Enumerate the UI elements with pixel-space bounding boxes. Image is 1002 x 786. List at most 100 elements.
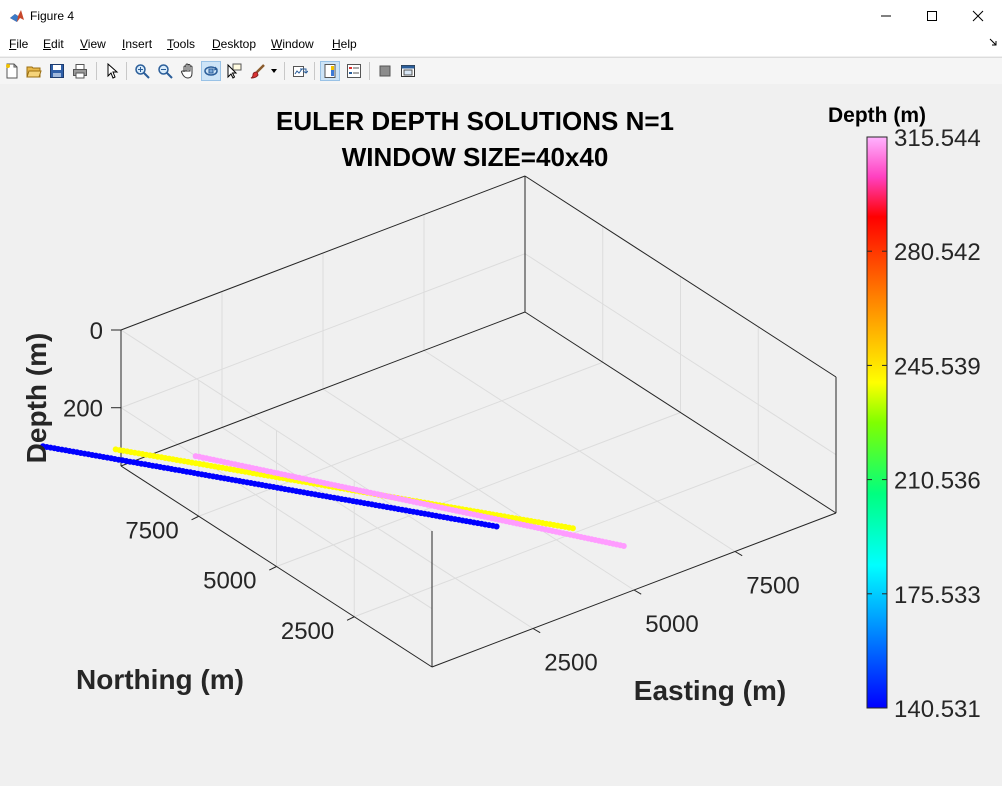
- colorbar-tick-label: 140.531: [894, 696, 981, 723]
- toolbar-separator: [369, 62, 370, 80]
- colorbar[interactable]: [866, 136, 888, 709]
- y-axis-label: Northing (m): [76, 664, 244, 695]
- euler-depth-chart[interactable]: 2500 5000 7500 2500 5000 7500 0 200 EULER DEPTH…: [0, 84, 1002, 786]
- menu-window[interactable]: Window: [271, 37, 314, 51]
- data-cursor-icon: [227, 63, 242, 79]
- back-wall-grid-z: [120, 253, 526, 409]
- tick-mark: [269, 566, 277, 571]
- z-axis-label: Depth (m): [21, 333, 52, 464]
- save-button[interactable]: [47, 61, 67, 81]
- menu-desktop-label: esktop: [220, 37, 257, 51]
- chevron-down-icon: [271, 69, 277, 73]
- data-series: [40, 443, 627, 549]
- depth-point: [569, 525, 576, 532]
- zoom-in-button[interactable]: [132, 61, 152, 81]
- menu-edit[interactable]: Edit: [43, 37, 64, 51]
- figure-toolbar: [0, 57, 1002, 85]
- colorbar-icon: [324, 64, 336, 78]
- x-tick-label: 7500: [746, 573, 799, 600]
- zoom-in-icon: [135, 64, 150, 79]
- colorbar-button[interactable]: [320, 61, 340, 81]
- menu-bar: File Edit View Insert Tools Desktop Wind…: [0, 32, 1002, 56]
- legend-button[interactable]: [344, 61, 364, 81]
- axes-grid: [120, 175, 837, 629]
- z-tick-label: 0: [90, 318, 103, 345]
- menu-tools[interactable]: Tools: [167, 37, 195, 51]
- tick-mark: [532, 628, 541, 634]
- chart-title-line-1: EULER DEPTH SOLUTIONS N=1: [276, 106, 674, 136]
- y-tick-label: 5000: [203, 568, 256, 595]
- menu-file-label: ile: [16, 37, 29, 51]
- axes-box-edge: [524, 175, 837, 378]
- x-axis-label: Easting (m): [634, 675, 786, 706]
- axes-box-edge: [120, 311, 526, 467]
- menu-desktop[interactable]: Desktop: [212, 37, 256, 51]
- y-tick-label: 2500: [281, 618, 334, 645]
- floor-grid-line-y: [354, 462, 759, 618]
- brush-button[interactable]: [248, 61, 268, 81]
- axes-ticks: 2500 5000 7500 2500 5000 7500 0 200: [63, 318, 800, 677]
- menu-help-mnemonic: H: [332, 37, 341, 51]
- depth-series-1: [40, 443, 500, 530]
- axes-box-edge: [120, 175, 526, 331]
- x-tick-label: 2500: [544, 650, 597, 677]
- print-button[interactable]: [70, 61, 90, 81]
- menu-desktop-mnemonic: D: [212, 37, 221, 51]
- menu-insert-mnemonic: I: [122, 37, 126, 51]
- tick-mark: [191, 515, 199, 521]
- floor-grid-line-y: [198, 361, 603, 517]
- menu-help[interactable]: Help: [332, 37, 357, 51]
- menu-file-mnemonic: F: [9, 37, 17, 51]
- maximize-icon: [927, 11, 937, 21]
- figure-canvas[interactable]: 2500 5000 7500 2500 5000 7500 0 200 EULER DEPTH…: [0, 84, 1002, 786]
- open-file-button[interactable]: [24, 61, 44, 81]
- menu-window-mnemonic: W: [271, 37, 283, 51]
- left-wall-grid-z: [120, 407, 433, 610]
- colorbar-tick-label: 175.533: [894, 582, 981, 609]
- z-tick-label: 200: [63, 396, 103, 423]
- colorbar-title: Depth (m): [828, 104, 926, 127]
- pan-hand-icon: [180, 63, 193, 79]
- show-plot-tools-button[interactable]: [398, 61, 418, 81]
- menu-view-mnemonic: V: [80, 37, 88, 51]
- colorbar-tick-label: 210.536: [894, 468, 981, 495]
- hide-plot-tools-button[interactable]: [375, 61, 395, 81]
- rotate-3d-icon: [204, 66, 218, 76]
- open-file-icon: [26, 66, 42, 78]
- depth-point: [493, 523, 500, 530]
- zoom-out-button[interactable]: [155, 61, 175, 81]
- depth-series-3: [192, 453, 627, 549]
- menu-tools-mnemonic: T: [167, 37, 173, 51]
- minimize-icon: [881, 15, 891, 17]
- y-tick-label: 7500: [125, 517, 178, 544]
- menu-help-label: elp: [340, 37, 357, 51]
- colorbar-tick-label: 245.539: [894, 353, 981, 380]
- x-tick-label: 5000: [645, 611, 698, 638]
- menu-tools-label: ools: [173, 37, 196, 51]
- menu-view[interactable]: View: [80, 37, 106, 51]
- zoom-out-icon: [158, 64, 173, 79]
- select-button[interactable]: [102, 61, 122, 81]
- brush-dropdown[interactable]: [268, 61, 280, 81]
- dock-arrow-icon[interactable]: [989, 38, 997, 46]
- rotate-3d-button[interactable]: [201, 61, 221, 81]
- window-titlebar: Figure 4: [0, 0, 1002, 32]
- link-plot-button[interactable]: [290, 61, 310, 81]
- colorbar-tick-label: 315.544: [894, 125, 981, 152]
- hide-plot-tools-icon: [379, 65, 391, 77]
- data-cursor-button[interactable]: [224, 61, 244, 81]
- maximize-button[interactable]: [909, 0, 955, 32]
- toolbar-separator: [126, 62, 127, 80]
- close-button[interactable]: [955, 0, 1001, 32]
- floor-grid-line-y: [276, 412, 681, 567]
- pan-button[interactable]: [178, 61, 198, 81]
- new-figure-button[interactable]: [2, 61, 22, 81]
- axes-box-edge: [524, 311, 837, 514]
- tick-mark: [633, 589, 642, 595]
- colorbar-ticks: 315.544 280.542 245.539 210.536 175.533 140.5…: [867, 125, 981, 723]
- menu-file[interactable]: File: [9, 37, 28, 51]
- new-figure-icon: [6, 63, 18, 79]
- menu-insert[interactable]: Insert: [122, 37, 152, 51]
- link-plot-icon: [293, 66, 308, 77]
- minimize-button[interactable]: [863, 0, 909, 32]
